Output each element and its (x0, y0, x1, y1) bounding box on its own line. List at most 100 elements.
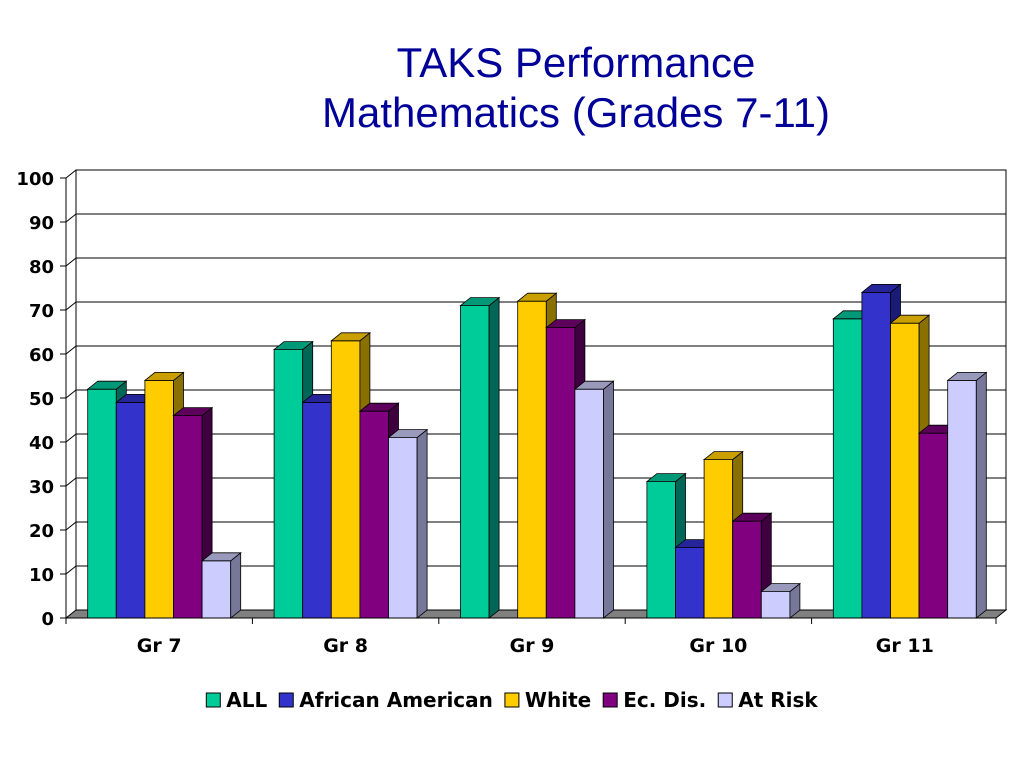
bar-front (861, 291, 891, 619)
y-tick-label: 70 (29, 301, 54, 322)
bar-front (330, 340, 361, 619)
x-tick-label: Gr 8 (323, 635, 368, 657)
x-tick-label: Gr 10 (689, 635, 747, 657)
bar-front (832, 318, 863, 619)
bar-top (731, 512, 773, 522)
bar-top (889, 314, 931, 324)
chart-title-line-2: Mathematics (Grades 7-11) (321, 89, 831, 136)
legend-item: Ec. Dis. (602, 688, 706, 712)
bar-front (918, 432, 949, 619)
bar-top (702, 451, 744, 461)
gridline-side (65, 345, 77, 355)
gridline-side (65, 257, 77, 267)
gridline-side (65, 521, 77, 531)
legend-item: ALL (205, 688, 268, 712)
bar-top (387, 429, 429, 439)
bar-front (675, 547, 705, 619)
bar-side (230, 551, 242, 619)
bar (946, 371, 988, 619)
legend-item: At Risk (717, 688, 818, 712)
bar-front (703, 459, 734, 619)
legend-swatch (205, 692, 221, 708)
legend-label: At Risk (738, 688, 818, 712)
y-tick-label: 80 (29, 257, 54, 278)
y-tick-label: 60 (29, 345, 54, 366)
bar-top (86, 380, 128, 390)
x-tick-label: Gr 11 (876, 635, 934, 657)
bar-front (890, 322, 920, 619)
bar-front (359, 410, 389, 619)
legend-swatch (602, 692, 618, 708)
bar-front (732, 520, 762, 619)
bar-front (115, 401, 146, 619)
bar-side (603, 380, 614, 619)
x-tick-label: Gr 9 (510, 635, 555, 657)
bar-front (302, 401, 332, 619)
bar-front (545, 327, 576, 619)
legend-item: White (504, 688, 591, 712)
bars (86, 283, 988, 619)
legend-item: African American (278, 688, 493, 712)
y-tick-label: 30 (29, 477, 54, 498)
bar-top (516, 292, 558, 302)
legend-swatch (717, 692, 733, 708)
y-tick-label: 100 (16, 169, 54, 190)
bar-front (517, 300, 547, 619)
legend-label: African American (299, 688, 493, 712)
gridline-side (65, 169, 77, 179)
bar (200, 551, 242, 619)
bar-front (646, 481, 676, 619)
chart-title: TAKS Performance Mathematics (Grades 7-1… (0, 38, 1024, 138)
gridline-side (65, 477, 77, 487)
bar (459, 296, 501, 619)
bar-front (760, 591, 791, 619)
y-tick-label: 90 (29, 213, 54, 234)
bar-top (760, 583, 802, 592)
bar-front (173, 415, 203, 619)
bar-front (144, 379, 174, 619)
y-tick-label: 10 (29, 565, 54, 586)
legend-swatch (278, 692, 294, 708)
chart-title-line-1: TAKS Performance (396, 39, 756, 86)
bar-top (200, 552, 242, 562)
legend: ALL African American White Ec. Dis. At Risk (205, 688, 818, 712)
bar-side (488, 296, 500, 619)
legend-swatch (504, 692, 520, 708)
bar-top (143, 371, 185, 381)
y-axis: 0 10 20 30 40 50 60 70 80 90 100 (16, 169, 66, 630)
gridline-side (65, 389, 77, 399)
gridline-side (65, 565, 77, 575)
bar-top (172, 407, 214, 417)
bar-front (273, 349, 304, 619)
legend-label: White (525, 688, 591, 712)
bar-top (330, 332, 372, 342)
bar-top (860, 283, 902, 293)
gridline-side (65, 433, 77, 443)
legend-label: ALL (226, 688, 267, 712)
legend-label: Ec. Dis. (623, 688, 706, 712)
bar-top (946, 371, 988, 381)
bar-top (272, 341, 314, 351)
y-tick-label: 20 (29, 521, 54, 542)
bar-top (459, 297, 501, 307)
gridline-side (65, 301, 77, 311)
bar-front (87, 388, 117, 619)
x-tick-label: Gr 7 (137, 635, 182, 657)
y-tick-label: 40 (29, 433, 54, 454)
bar-side (416, 428, 428, 619)
x-axis: Gr 7 Gr 8 Gr 9 Gr 10 Gr 11 (65, 617, 997, 657)
bar-front (388, 437, 418, 619)
y-tick-label: 50 (29, 389, 54, 410)
bar-front (574, 388, 604, 619)
bar-front (460, 305, 490, 619)
gridline-side (65, 213, 77, 223)
bar-side (975, 371, 987, 619)
bar-top (358, 402, 400, 412)
bar (573, 380, 615, 619)
bar-front (947, 379, 977, 619)
bar-top (645, 473, 687, 483)
y-tick-label: 0 (41, 609, 54, 630)
bar (387, 428, 429, 619)
bar (760, 582, 802, 619)
